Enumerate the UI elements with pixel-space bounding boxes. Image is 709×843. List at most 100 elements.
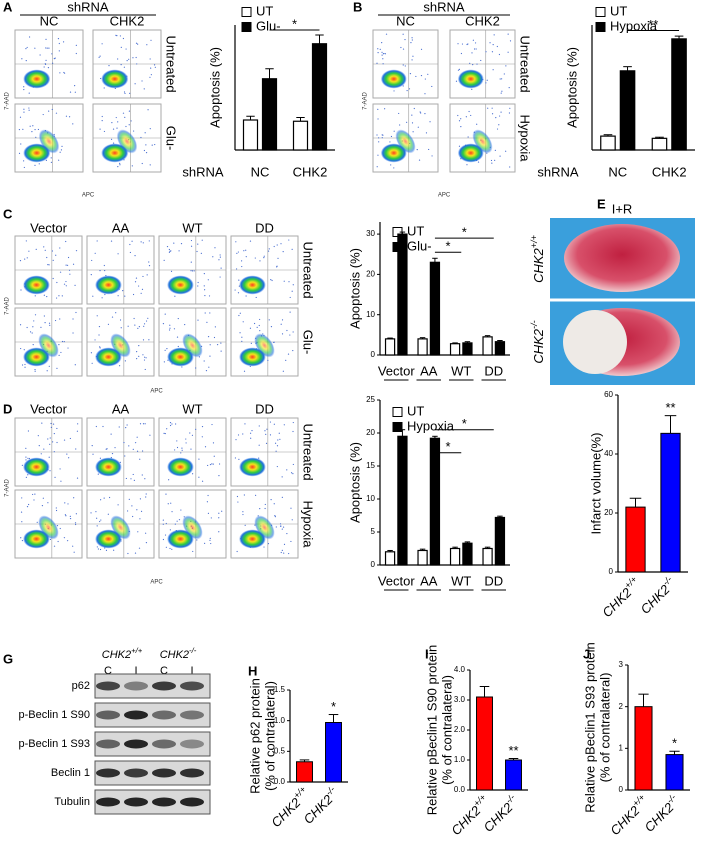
event-dot bbox=[281, 549, 283, 552]
flow-row-label: Untreated bbox=[301, 241, 316, 298]
error-bar bbox=[265, 68, 274, 79]
event-dot bbox=[48, 365, 50, 367]
event-dot bbox=[190, 245, 193, 247]
event-dot bbox=[256, 326, 258, 328]
event-dot bbox=[255, 296, 257, 299]
event-dot bbox=[393, 90, 395, 92]
event-dot bbox=[24, 366, 26, 368]
blot-band bbox=[96, 681, 120, 691]
event-dot bbox=[120, 63, 122, 66]
event-dot bbox=[170, 502, 172, 504]
event-dot bbox=[213, 455, 215, 457]
event-dot bbox=[20, 289, 22, 291]
event-dot bbox=[62, 41, 65, 43]
event-dot bbox=[399, 124, 401, 126]
event-dot bbox=[26, 46, 28, 49]
event-dot bbox=[377, 48, 379, 50]
event-dot bbox=[457, 69, 460, 71]
event-dot bbox=[50, 161, 52, 163]
event-dot bbox=[211, 423, 213, 426]
x-tick-label: CHK2-/- bbox=[636, 575, 679, 618]
event-dot bbox=[128, 110, 131, 112]
event-dot bbox=[244, 524, 246, 526]
event-dot bbox=[207, 336, 210, 338]
event-dot bbox=[69, 273, 71, 275]
event-dot bbox=[101, 297, 103, 299]
event-dot bbox=[21, 521, 23, 523]
event-dot bbox=[144, 132, 146, 134]
event-dot bbox=[138, 326, 140, 328]
panel-label: C bbox=[3, 206, 13, 221]
event-dot bbox=[73, 551, 75, 553]
event-dot bbox=[221, 510, 223, 512]
event-dot bbox=[64, 502, 66, 504]
event-dot bbox=[191, 270, 194, 272]
event-dot bbox=[56, 441, 58, 444]
event-dot bbox=[255, 494, 257, 496]
event-dot bbox=[117, 121, 119, 123]
y-axis-label: (% of contralateral) bbox=[439, 675, 454, 785]
event-dot bbox=[376, 62, 378, 64]
event-dot bbox=[32, 326, 34, 328]
event-dot bbox=[20, 347, 22, 350]
event-dot bbox=[289, 296, 291, 299]
event-dot bbox=[54, 319, 57, 322]
event-dot bbox=[242, 511, 244, 513]
event-dot bbox=[91, 445, 93, 447]
event-dot bbox=[148, 261, 150, 263]
y-tick-label: 20 bbox=[366, 270, 375, 279]
event-dot bbox=[178, 250, 180, 252]
significance-label: * bbox=[331, 699, 336, 714]
event-dot bbox=[58, 354, 60, 356]
blot-band bbox=[96, 710, 120, 720]
event-dot bbox=[144, 423, 146, 425]
event-dot bbox=[216, 344, 219, 346]
event-dot bbox=[393, 130, 395, 132]
blot-lane-label: C bbox=[104, 665, 112, 677]
event-dot bbox=[168, 479, 170, 481]
significance-label: * bbox=[462, 416, 467, 431]
event-dot bbox=[490, 159, 493, 162]
bar bbox=[482, 336, 493, 356]
blot-band bbox=[152, 681, 176, 691]
event-dot bbox=[237, 251, 239, 253]
event-dot bbox=[129, 251, 131, 254]
event-dot bbox=[166, 428, 168, 430]
legend-label: UT bbox=[407, 223, 424, 238]
event-dot bbox=[381, 134, 383, 136]
event-dot bbox=[69, 517, 72, 520]
event-dot bbox=[288, 281, 290, 283]
blot-group-label: CHK2+/+ bbox=[102, 646, 143, 661]
event-dot bbox=[473, 48, 476, 50]
event-dot bbox=[122, 37, 125, 40]
event-dot bbox=[236, 550, 238, 553]
event-dot bbox=[26, 257, 28, 259]
event-dot bbox=[149, 58, 151, 60]
event-dot bbox=[410, 42, 412, 44]
event-dot bbox=[176, 440, 178, 442]
event-dot bbox=[196, 250, 198, 253]
event-cloud bbox=[457, 69, 484, 89]
event-dot bbox=[500, 92, 502, 94]
y-tick-label: 1.0 bbox=[454, 755, 466, 764]
event-dot bbox=[274, 442, 277, 444]
event-dot bbox=[120, 46, 122, 48]
event-dot bbox=[27, 474, 29, 476]
event-dot bbox=[49, 538, 52, 541]
event-dot bbox=[103, 87, 105, 89]
event-dot bbox=[91, 259, 93, 262]
significance-label: ** bbox=[665, 400, 675, 415]
event-dot bbox=[174, 449, 176, 451]
event-dot bbox=[96, 315, 98, 317]
event-dot bbox=[41, 505, 44, 507]
event-dot bbox=[55, 297, 58, 299]
event-dot bbox=[50, 426, 52, 428]
event-dot bbox=[406, 89, 408, 92]
event-dot bbox=[75, 523, 77, 526]
event-dot bbox=[290, 507, 292, 509]
event-dot bbox=[72, 123, 74, 125]
event-dot bbox=[274, 515, 276, 517]
event-dot bbox=[166, 347, 168, 350]
event-dot bbox=[34, 369, 36, 371]
event-dot bbox=[54, 476, 56, 478]
